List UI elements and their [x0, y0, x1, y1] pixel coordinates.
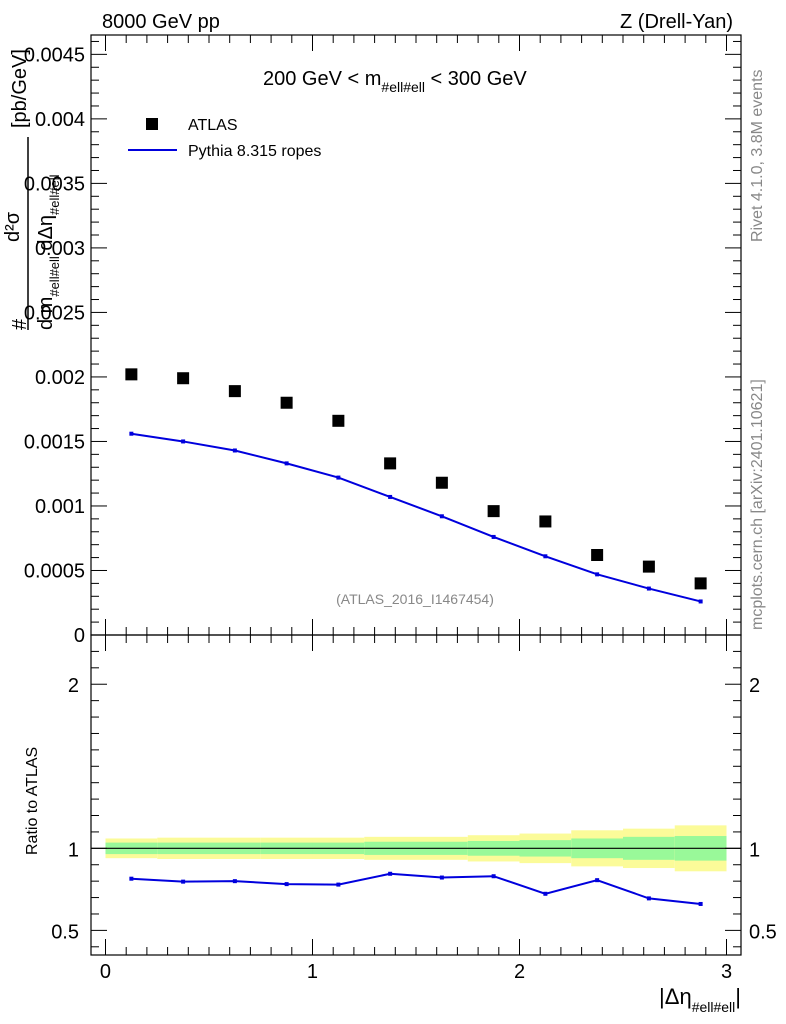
ratio-point [439, 875, 444, 880]
ylabel-unit: [pb/GeV] [9, 49, 31, 128]
atlas-data-point [642, 560, 655, 573]
atlas-data-point [280, 396, 293, 409]
x-axis-label: |Δη#ell#ell| [659, 984, 741, 1015]
header-right: Z (Drell-Yan) [620, 11, 733, 33]
legend: ATLAS Pythia 8.315 ropes [128, 117, 321, 160]
pythia-point [388, 494, 393, 499]
main-ytick-label: 0.0015 [24, 431, 85, 453]
ratio-x-axis: 0 1 2 3 [100, 635, 732, 983]
ratio-point [284, 882, 289, 887]
atlas-data-point [125, 368, 138, 381]
ratio-ytick-label: 1 [68, 839, 79, 861]
pythia-point [181, 439, 186, 444]
ylabel-numerator: d²σ [2, 211, 24, 242]
ratio-ytick-label-right: 2 [749, 675, 760, 697]
main-ytick-label: 0.002 [35, 367, 85, 389]
pythia-point [336, 475, 341, 480]
ylabel-prefix: # [9, 318, 31, 330]
mcplots-label: mcplots.cern.ch [arXiv:2401.10621] [749, 379, 766, 630]
main-panel: 0 0.0005 0.001 0.0015 0.002 0.0025 0.003 0.0035… [2, 34, 742, 647]
ratio-point [388, 871, 393, 876]
ratio-y-axis: 0.5 0.5 1 1 2 2 [51, 650, 777, 948]
pythia-point [595, 572, 600, 577]
main-ytick-label: 0.0035 [24, 173, 85, 195]
ratio-point [232, 879, 237, 884]
legend-atlas-label: ATLAS [188, 117, 238, 134]
ratio-line [131, 872, 701, 905]
ratio-point [595, 878, 600, 883]
main-ytick-label: 0.004 [35, 109, 85, 131]
rivet-label: Rivet 4.1.0, 3.8M events [749, 69, 766, 242]
ratio-panel: 0.5 0.5 1 1 2 2 0 1 2 3 Ratio to ATLAS |Δη#ell#e… [24, 634, 777, 1015]
ratio-ytick-label-right: 1 [749, 839, 760, 861]
main-ytick-label: 0.0045 [24, 44, 85, 66]
atlas-data-point [539, 515, 552, 528]
atlas-data-point [332, 414, 345, 427]
ratio-frame [90, 634, 742, 956]
main-x-ticks [104, 35, 728, 635]
ratio-point [543, 891, 548, 896]
main-ytick-label: 0.003 [35, 238, 85, 260]
atlas-data-point [228, 385, 241, 398]
ratio-ytick-label: 0.5 [51, 921, 79, 943]
ratio-series [129, 871, 703, 906]
ratio-point [129, 876, 134, 881]
atlas-data-point [694, 577, 707, 590]
pythia-point [646, 586, 651, 591]
atlas-data-point [177, 372, 190, 385]
pythia-point [698, 599, 703, 604]
atlas-data-point [435, 476, 448, 489]
ratio-ytick-label-right: 0.5 [749, 921, 777, 943]
legend-pythia-label: Pythia 8.315 ropes [188, 143, 321, 160]
ratio-xtick-label: 2 [514, 961, 525, 983]
main-title: 200 GeV < m#ell#ell < 300 GeV [263, 68, 527, 95]
main-y-label: # d²σ d m#ell#ell dΔη#ell#ell [pb/GeV] [2, 49, 62, 330]
atlas-data-point [487, 505, 500, 518]
pythia-point [491, 534, 496, 539]
watermark: (ATLAS_2016_I1467454) [336, 591, 494, 607]
main-y-axis: 0 0.0005 0.001 0.0015 0.002 0.0025 0.003 0.0035… [24, 40, 741, 647]
ratio-ytick-label: 2 [68, 675, 79, 697]
pythia-point [439, 514, 444, 519]
ratio-point [491, 874, 496, 879]
ratio-xtick-label: 1 [307, 961, 318, 983]
pythia-point [129, 431, 134, 436]
atlas-data-point [384, 457, 397, 470]
ratio-point [336, 882, 341, 887]
legend-atlas-marker [146, 118, 158, 130]
ratio-xtick-label: 3 [721, 961, 732, 983]
pythia-point [543, 554, 548, 559]
pythia-line [131, 432, 701, 603]
ratio-point [646, 896, 651, 901]
header-left: 8000 GeV pp [102, 11, 220, 33]
pythia-point [232, 448, 237, 453]
main-ytick-label: 0 [74, 625, 85, 647]
ylabel-denominator: d m#ell#ell dΔη#ell#ell [35, 174, 62, 330]
ratio-xtick-label: 0 [100, 961, 111, 983]
ratio-point [181, 879, 186, 884]
main-ytick-label: 0.001 [35, 496, 85, 518]
main-ytick-label: 0.0005 [24, 560, 85, 582]
atlas-data-point [591, 549, 604, 561]
main-ytick-label: 0.0025 [24, 302, 85, 324]
ratio-y-label: Ratio to ATLAS [24, 747, 41, 855]
pythia-point [284, 461, 289, 466]
ratio-point [698, 901, 703, 906]
main-series [125, 368, 707, 604]
